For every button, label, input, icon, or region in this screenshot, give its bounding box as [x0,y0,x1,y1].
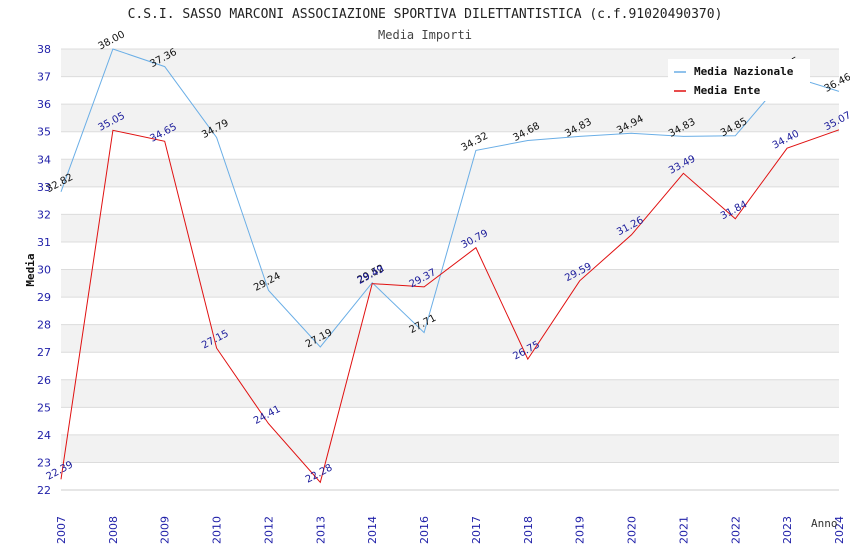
x-tick-label: 2008 [107,516,120,544]
grid-band [61,186,839,215]
y-axis-ticks: 22 23 24 25 26 27 28 29 30 31 32 33 34 35 36 37 38 [37,43,51,497]
y-tick-label: 36 [37,98,51,111]
y-tick-label: 35 [37,126,51,139]
y-tick-label: 31 [37,236,51,249]
plot-background [61,49,839,490]
y-tick-label: 22 [37,484,51,497]
y-axis-label: Media [24,253,37,286]
grid-band [61,352,839,380]
x-tick-label: 2010 [211,516,224,544]
y-tick-label: 32 [37,208,51,221]
y-tick-label: 23 [37,456,51,469]
grid-band [61,324,839,353]
grid-band [61,462,839,490]
x-tick-label: 2021 [677,516,690,544]
x-tick-label: 2009 [159,516,172,544]
legend-label-media-nazionale: Media Nazionale [694,65,794,78]
grid-band [61,379,839,408]
x-tick-label: 2022 [729,516,742,544]
x-tick-label: 2020 [626,516,639,544]
x-tick-label: 2019 [574,516,587,544]
y-tick-label: 33 [37,181,51,194]
grid-lines [61,48,839,491]
grid-band [61,104,839,132]
legend-label-media-ente: Media Ente [694,84,761,97]
x-tick-label: 2016 [418,516,431,544]
x-tick-label: 2017 [470,516,483,544]
x-axis-ticks: 2007 2008 2009 2010 2012 2013 2014 2016 2017 2018… [55,516,846,544]
x-axis-label: Anno [811,517,838,530]
x-tick-label: 2012 [262,516,275,544]
y-tick-label: 25 [37,401,51,414]
y-tick-label: 37 [37,71,51,84]
grid-band [61,241,839,270]
y-tick-label: 28 [37,319,51,332]
y-tick-label: 27 [37,346,51,359]
y-tick-label: 30 [37,264,51,277]
x-tick-label: 2024 [833,516,846,544]
grid-band [61,434,839,463]
x-tick-label: 2023 [781,516,794,544]
x-tick-label: 2013 [314,516,327,544]
grid-band [61,407,839,435]
series-lines [60,48,840,484]
chart-subtitle: Media Importi [378,28,472,42]
x-tick-label: 2018 [522,516,535,544]
chart-title: C.S.I. SASSO MARCONI ASSOCIAZIONE SPORTI… [128,7,723,22]
grid-band [61,159,839,187]
legend: Media Nazionale Media Ente [668,59,810,101]
grid-band [61,297,839,325]
series-line-media-nazionale [60,48,840,348]
y-tick-label: 29 [37,291,51,304]
y-tick-label: 26 [37,374,51,387]
x-tick-label: 2014 [366,516,379,544]
grid-band [61,214,839,242]
x-tick-label: 2007 [55,516,68,544]
legend-box [668,59,810,101]
grid-band [61,269,839,298]
y-tick-label: 24 [37,429,51,442]
y-tick-label: 38 [37,43,51,56]
series-line-media-ente [60,129,840,484]
y-tick-label: 34 [37,153,51,166]
